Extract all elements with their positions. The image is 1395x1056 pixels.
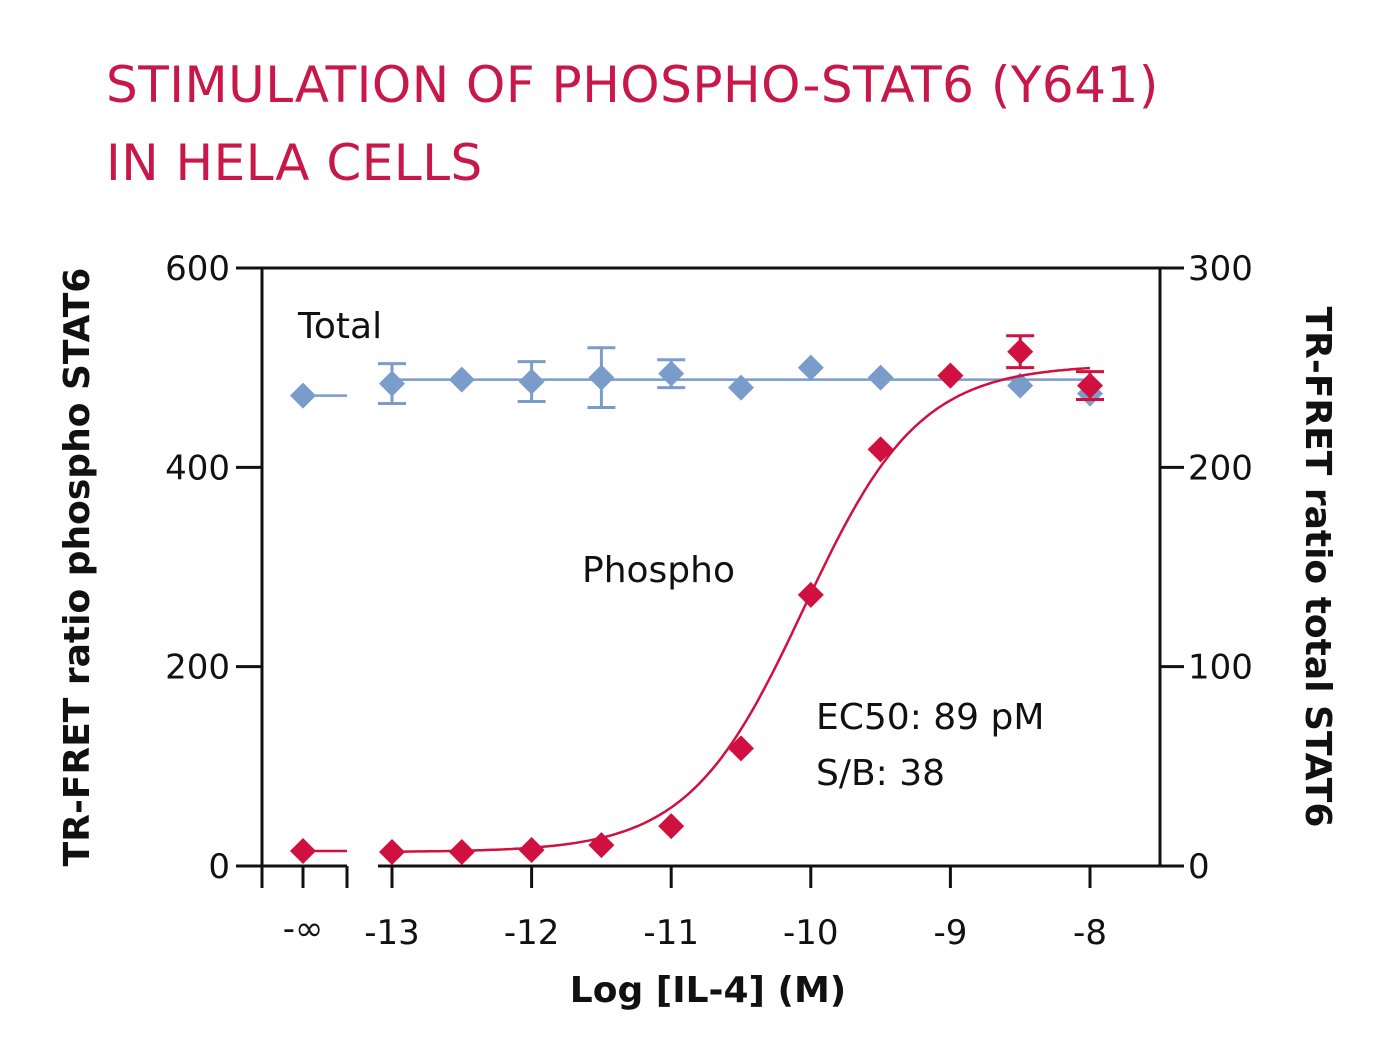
phospho-baseline-point <box>290 838 316 865</box>
series-label-total: Total <box>297 306 382 347</box>
right-y-tick-label: 100 <box>1188 648 1253 688</box>
phospho-data-point <box>1077 372 1103 399</box>
series-total <box>290 346 1103 410</box>
left-y-tick-label: 0 <box>208 847 230 887</box>
phospho-data-point <box>518 837 545 864</box>
total-data-point <box>1007 372 1034 399</box>
phospho-data-point <box>867 436 894 463</box>
total-baseline-point <box>290 382 316 409</box>
phospho-data-point <box>588 832 615 859</box>
phospho-data-point <box>797 581 824 608</box>
total-data-point <box>728 374 754 401</box>
right-y-axis: 0 100 200 300 <box>1160 249 1253 887</box>
total-data-point <box>588 364 615 391</box>
total-data-point <box>797 354 824 381</box>
x-tick-label: -12 <box>504 913 560 953</box>
x-tick-label: -8 <box>1073 913 1107 953</box>
phospho-data-point <box>658 813 685 840</box>
phospho-data-point <box>448 839 475 866</box>
right-y-tick-label: 200 <box>1188 448 1253 488</box>
total-data-point <box>448 366 475 393</box>
left-y-axis: 0 200 400 600 <box>165 249 262 887</box>
phospho-data-point <box>379 839 405 866</box>
chart-title-line-2: IN HELA CELLS <box>106 134 483 192</box>
left-y-tick-label: 200 <box>165 648 230 688</box>
chart-title-line-1: STIMULATION OF PHOSPHO-STAT6 (Y641) <box>106 56 1159 114</box>
series-label-phospho: Phospho <box>582 550 735 591</box>
phospho-data-point <box>937 362 964 389</box>
x-tick-label-neg-infinity: -∞ <box>283 909 324 949</box>
x-axis: -13 -12 -11 -10 -9 -8 -∞ <box>283 866 1107 953</box>
x-tick-label: -11 <box>643 913 699 953</box>
left-y-axis-label: TR-FRET ratio phospho STAT6 <box>57 268 98 867</box>
right-y-tick-label: 300 <box>1188 249 1253 289</box>
sb-annotation: S/B: 38 <box>816 753 945 794</box>
left-y-tick-label: 400 <box>165 448 230 488</box>
x-tick-label: -10 <box>783 913 839 953</box>
total-data-point <box>518 368 545 395</box>
x-tick-label: -9 <box>933 913 967 953</box>
right-y-axis-label: TR-FRET ratio total STAT6 <box>1297 307 1338 828</box>
total-data-point <box>658 360 685 387</box>
x-axis-label: Log [IL-4] (M) <box>570 970 846 1011</box>
phospho-data-point <box>728 735 754 762</box>
x-tick-label: -13 <box>364 913 420 953</box>
right-y-tick-label: 0 <box>1188 847 1210 887</box>
left-y-tick-label: 600 <box>165 249 230 289</box>
series-phospho <box>290 334 1104 866</box>
ec50-annotation: EC50: 89 pM <box>816 697 1044 738</box>
phospho-data-point <box>1007 338 1034 365</box>
phospho-fit-curve <box>391 366 1091 853</box>
total-data-point <box>379 370 405 397</box>
plot-frame <box>260 266 1162 888</box>
total-data-point <box>867 364 894 391</box>
